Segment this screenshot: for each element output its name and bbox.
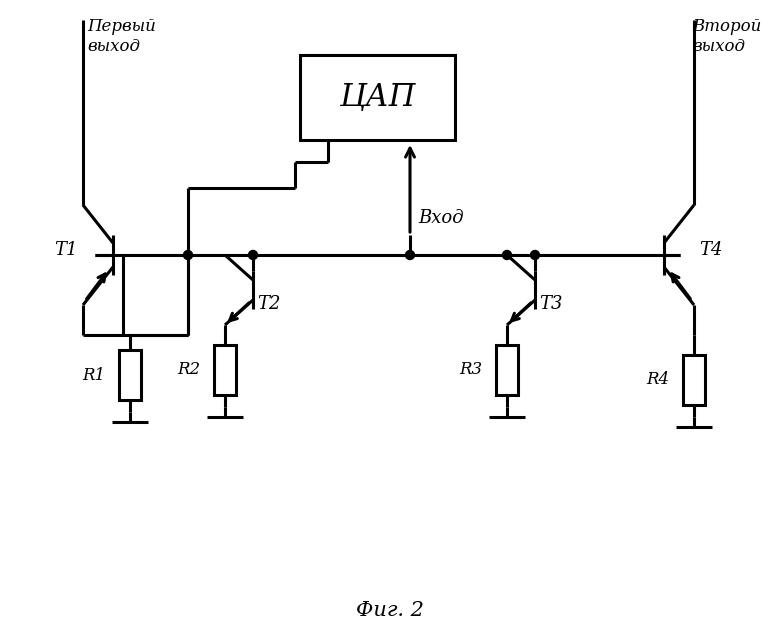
Text: Первый
выход: Первый выход bbox=[87, 18, 156, 54]
Text: T2: T2 bbox=[257, 295, 281, 313]
Text: ЦАП: ЦАП bbox=[339, 82, 416, 113]
Circle shape bbox=[502, 250, 512, 259]
Text: T3: T3 bbox=[539, 295, 562, 313]
Circle shape bbox=[406, 250, 414, 259]
Circle shape bbox=[183, 250, 193, 259]
Text: T4: T4 bbox=[699, 241, 722, 259]
Text: R3: R3 bbox=[459, 362, 482, 378]
Text: R1: R1 bbox=[82, 367, 105, 383]
Circle shape bbox=[249, 250, 257, 259]
Bar bbox=[119, 350, 141, 400]
Bar bbox=[683, 355, 705, 405]
Bar bbox=[496, 345, 518, 395]
Circle shape bbox=[530, 250, 540, 259]
Text: Вход: Вход bbox=[418, 209, 463, 227]
Bar bbox=[300, 55, 455, 140]
Text: T1: T1 bbox=[55, 241, 78, 259]
Text: Второй
выход: Второй выход bbox=[692, 18, 761, 54]
Bar bbox=[214, 345, 236, 395]
Text: R2: R2 bbox=[177, 362, 200, 378]
Text: Фиг. 2: Фиг. 2 bbox=[356, 601, 424, 619]
Text: R4: R4 bbox=[646, 371, 669, 389]
